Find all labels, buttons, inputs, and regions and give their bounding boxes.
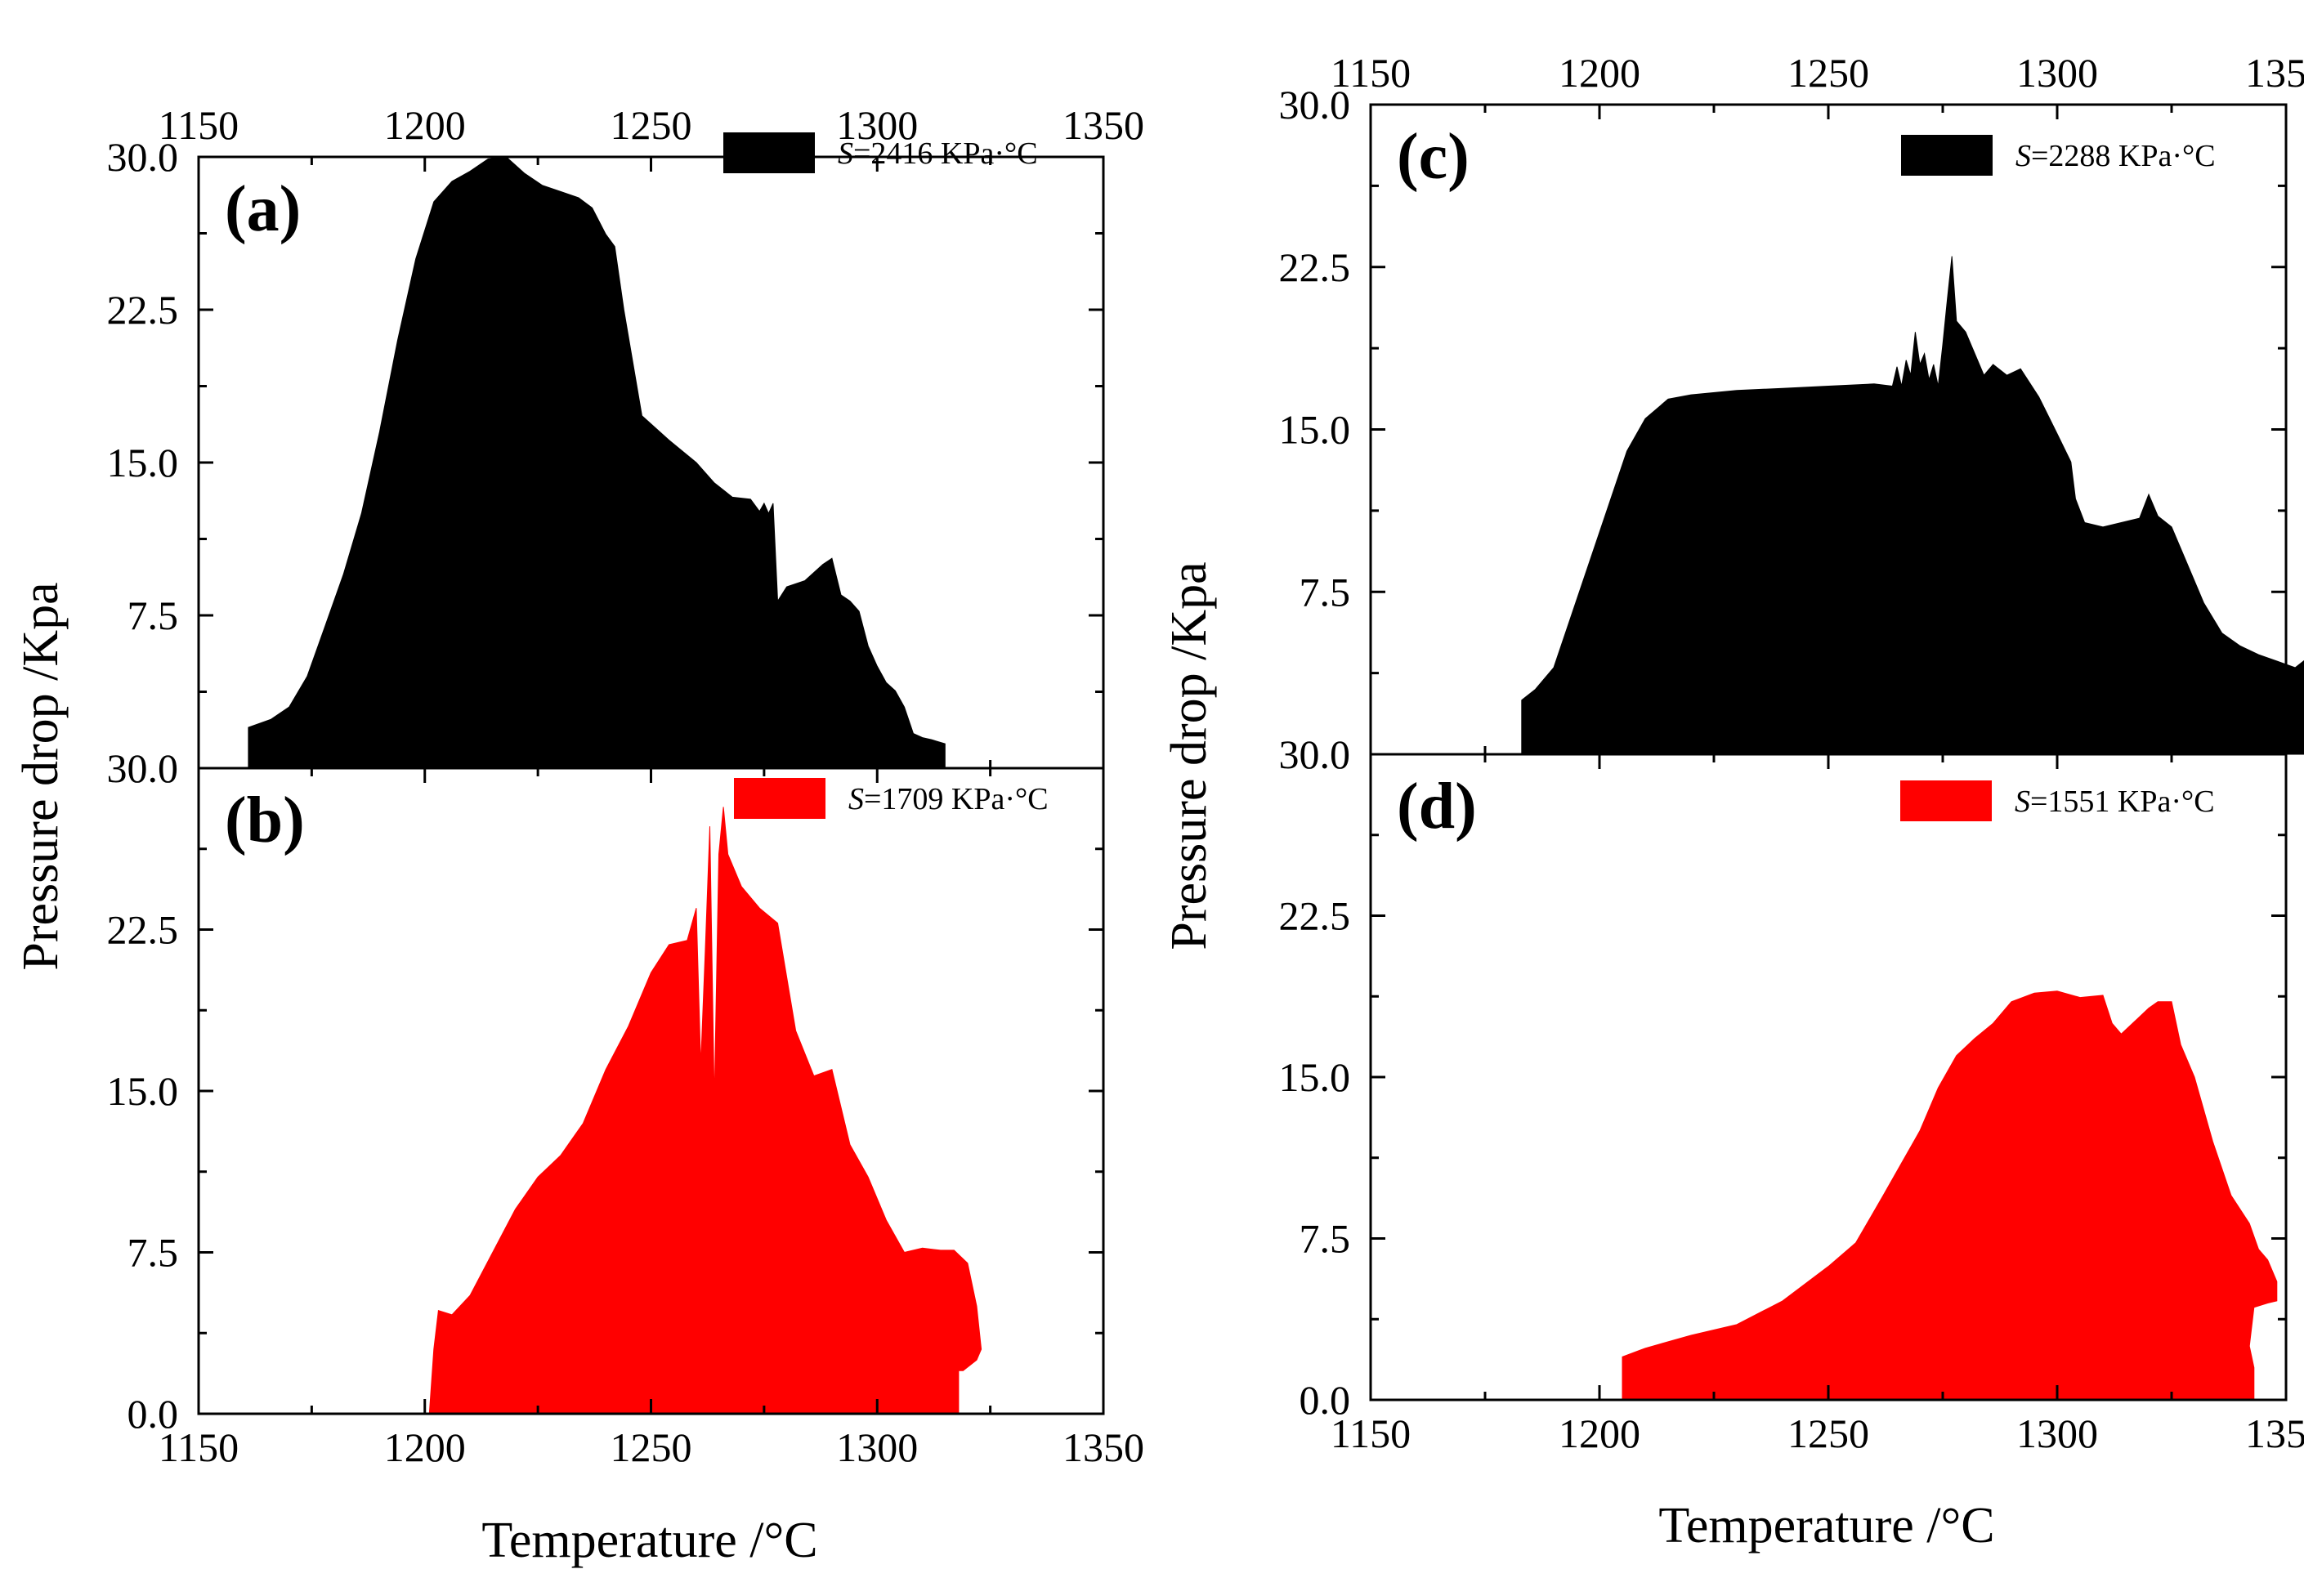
area-series-d (1622, 990, 2278, 1401)
y-tick-label: 30.0 (107, 745, 179, 791)
x-tick-label: 1350 (1063, 1424, 1144, 1470)
y-tick-label: 15.0 (1279, 407, 1351, 453)
ylabel-right: Pressure drop /Kpa (1161, 561, 1217, 950)
panel-d: 1150 1200 1250 1300 1350 30.0 22.5 15.0 7.5 0.0 (d… (1279, 731, 2304, 1456)
y-tick-label: 22.5 (107, 287, 179, 333)
x-tick-label: 1300 (836, 1424, 918, 1470)
xlabel-right: Temperature /°C (1658, 1498, 1994, 1554)
legend-swatch-d (1900, 780, 1992, 821)
x-tick-label: 1250 (1787, 1410, 1869, 1456)
x-tick-label: 1200 (1559, 50, 1640, 96)
y-tick-label: 0.0 (128, 1391, 179, 1437)
x-tick-label: 1150 (159, 1424, 239, 1470)
x-tick-label: 1150 (1331, 1410, 1411, 1456)
y-tick-label: 15.0 (107, 1068, 179, 1114)
x-tick-label: 1250 (1787, 50, 1869, 96)
x-tick-label: 1150 (159, 102, 239, 148)
area-series-a (248, 156, 946, 769)
x-tick-label: 1350 (1063, 102, 1144, 148)
panels: 1150 1200 1250 1300 1350 30.0 22.5 15.0 7.5 (a) S=… (107, 50, 2304, 1470)
x-tick-label: 1250 (611, 102, 692, 148)
y-tick-label: 22.5 (107, 907, 179, 953)
xlabel-left: Temperature /°C (481, 1513, 817, 1568)
legend-text-c: S=2288 KPa·°C (2015, 139, 2216, 173)
legend-text-d: S=1551 KPa·°C (2015, 785, 2215, 819)
x-tick-label: 1200 (1559, 1410, 1640, 1456)
area-series-c (1521, 256, 2304, 755)
panel-c: 1150 1200 1250 1300 1350 30.0 22.5 15.0 7.5 (c) S=… (1279, 50, 2304, 756)
panel-label-a: (a) (225, 173, 301, 245)
ylabel-left: Pressure drop /Kpa (13, 582, 69, 970)
y-tick-label: 30.0 (107, 134, 179, 180)
legend-swatch-a (723, 132, 815, 173)
legend-text-a: S=2416 KPa·°C (838, 136, 1038, 171)
legend-swatch-b (734, 778, 825, 819)
x-tick-label: 1300 (2016, 50, 2098, 96)
x-tick-label: 1350 (2245, 50, 2304, 96)
legend-swatch-c (1901, 135, 1993, 176)
panel-a: 1150 1200 1250 1300 1350 30.0 22.5 15.0 7.5 (a) S=… (107, 102, 1144, 770)
y-tick-label: 15.0 (1279, 1054, 1351, 1100)
y-tick-label: 30.0 (1279, 731, 1351, 777)
y-tick-label: 7.5 (128, 592, 179, 638)
y-tick-label: 22.5 (1279, 893, 1351, 939)
y-tick-label: 7.5 (1300, 1216, 1351, 1262)
y-tick-label: 15.0 (107, 440, 179, 485)
y-tick-label: 22.5 (1279, 244, 1351, 290)
legend-text-b: S=1709 KPa·°C (848, 782, 1049, 816)
x-tick-label: 1250 (611, 1424, 692, 1470)
y-tick-label: 7.5 (1300, 569, 1351, 615)
y-tick-label: 0.0 (1300, 1377, 1351, 1423)
x-tick-label: 1200 (384, 102, 466, 148)
panel-label-b: (b) (225, 785, 305, 856)
x-tick-label: 1200 (384, 1424, 466, 1470)
y-tick-label: 7.5 (128, 1230, 179, 1276)
panel-label-c: (c) (1397, 121, 1470, 193)
x-tick-label: 1350 (2245, 1410, 2304, 1456)
x-tick-label: 1300 (2016, 1410, 2098, 1456)
x-tick-label: 1300 (836, 102, 918, 148)
x-tick-label: 1150 (1331, 50, 1411, 96)
panel-label-d: (d) (1397, 771, 1477, 843)
panel-b: 1150 1200 1250 1300 1350 30.0 22.5 15.0 7.5 0.0 (b… (107, 745, 1145, 1470)
y-tick-label: 30.0 (1279, 82, 1351, 127)
area-series-b (428, 807, 982, 1415)
